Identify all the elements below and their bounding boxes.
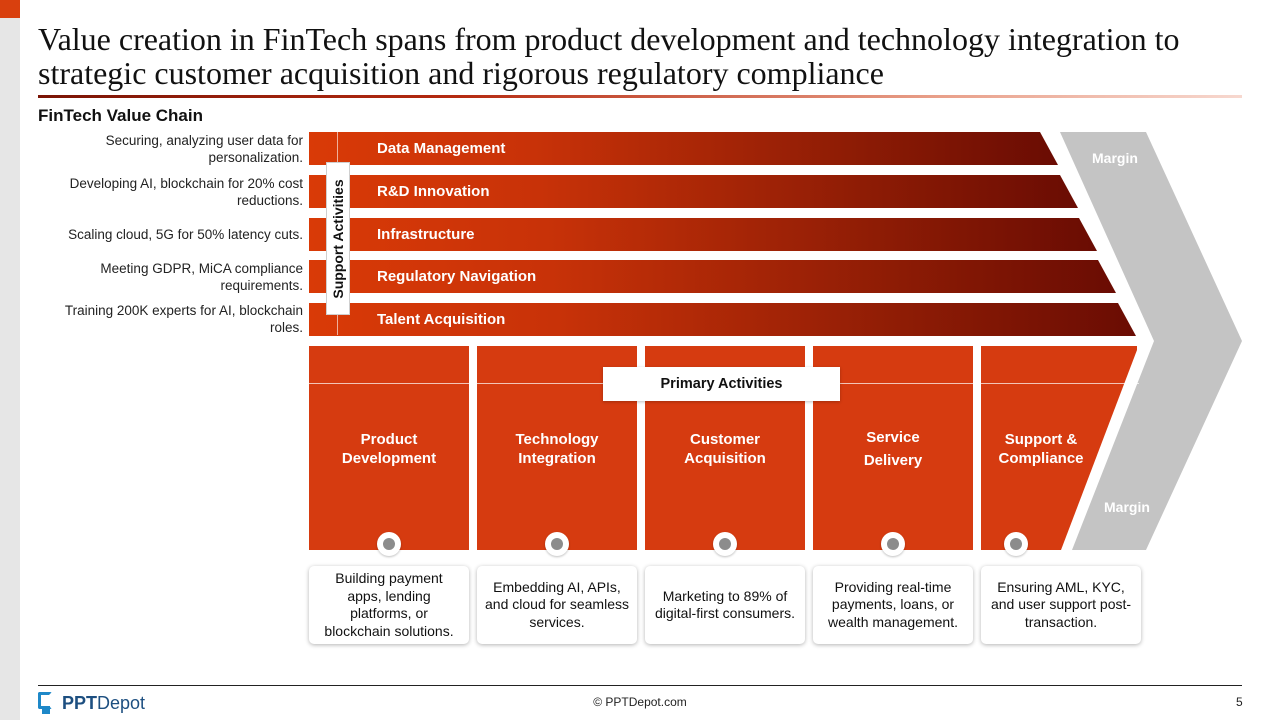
primary-column-label-line1: Support & [1004, 431, 1078, 448]
primary-description: Building payment apps, lending platforms… [309, 566, 469, 644]
support-band-label: Talent Acquisition [377, 311, 506, 328]
connector-pin-icon [881, 532, 905, 556]
primary-description: Providing real-time payments, loans, or … [813, 566, 973, 644]
support-band-talent-acquisition: Talent Acquisition [309, 303, 1136, 336]
primary-column-label-line2: Delivery [863, 452, 923, 469]
connector-pin-icon [713, 532, 737, 556]
primary-column-label-line2: Compliance [998, 450, 1084, 467]
primary-description: Ensuring AML, KYC, and user support post… [981, 566, 1141, 644]
primary-column-label-line1: Product [360, 431, 418, 448]
copyright-text: © PPTDepot.com [593, 695, 687, 709]
support-band-label: Data Management [377, 140, 506, 157]
support-description: Scaling cloud, 5G for 50% latency cuts. [68, 227, 303, 242]
logo-text-rest: Depot [97, 692, 146, 713]
connector-pin-icon [1004, 532, 1028, 556]
support-band-label: R&D Innovation [377, 183, 490, 200]
support-description: Training 200K experts for AI, blockchain… [64, 303, 303, 335]
support-band-infrastructure: Infrastructure [309, 218, 1097, 251]
margin-chevron [1060, 132, 1242, 550]
primary-description: Marketing to 89% of digital-first consum… [645, 566, 805, 644]
footer-divider [38, 685, 1242, 686]
pptdepot-logo-icon [38, 692, 56, 714]
primary-description: Embedding AI, APIs, and cloud for seamle… [477, 566, 637, 644]
corner-accent [0, 0, 20, 18]
primary-column-label-line2: Development [341, 450, 437, 467]
margin-label-bottom: Margin [1104, 499, 1150, 515]
margin-label-top: Margin [1092, 150, 1138, 166]
connector-pin-icon [545, 532, 569, 556]
support-description: Securing, analyzing user data for person… [105, 133, 303, 165]
title-divider [38, 95, 1242, 98]
primary-column-label-line1: Technology [515, 431, 599, 448]
page-number: 5 [1236, 695, 1243, 709]
primary-column-product-development: Product Development [309, 346, 469, 550]
pptdepot-logo: PPTDepot [38, 690, 145, 716]
page-title: Value creation in FinTech spans from pro… [38, 21, 1180, 91]
diagram-subtitle: FinTech Value Chain [38, 106, 203, 125]
support-activities-label: Support Activities [330, 178, 346, 299]
support-band-data-management: Data Management [309, 132, 1058, 165]
support-band-rd-innovation: R&D Innovation [309, 175, 1078, 208]
connector-pin-icon [377, 532, 401, 556]
primary-column-label-line2: Integration [518, 450, 596, 467]
primary-column-label-line1: Service [866, 429, 920, 446]
logo-text-bold: PPT [62, 692, 98, 713]
logo-text: PPTDepot [62, 693, 145, 714]
primary-activities-tag: Primary Activities [603, 367, 840, 401]
support-band-label: Infrastructure [377, 226, 475, 243]
support-description: Developing AI, blockchain for 20% cost r… [69, 176, 303, 208]
primary-column-label-line2: Acquisition [684, 450, 766, 467]
left-margin-strip [0, 0, 20, 720]
support-description: Meeting GDPR, MiCA compliance requiremen… [100, 261, 303, 293]
support-band-label: Regulatory Navigation [377, 268, 537, 285]
support-activities-tag: Support Activities [326, 162, 350, 315]
support-band-regulatory-navigation: Regulatory Navigation [309, 260, 1116, 293]
primary-column-label-line1: Customer [689, 431, 760, 448]
